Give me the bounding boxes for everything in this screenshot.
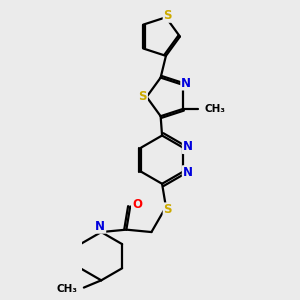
Text: N: N <box>183 140 193 153</box>
Text: S: S <box>164 9 172 22</box>
Text: S: S <box>164 203 172 216</box>
Text: N: N <box>181 76 191 90</box>
Text: CH₃: CH₃ <box>56 284 77 295</box>
Text: CH₃: CH₃ <box>205 104 226 114</box>
Text: N: N <box>95 220 105 233</box>
Text: N: N <box>183 166 193 179</box>
Text: S: S <box>139 90 147 104</box>
Text: O: O <box>132 198 142 211</box>
